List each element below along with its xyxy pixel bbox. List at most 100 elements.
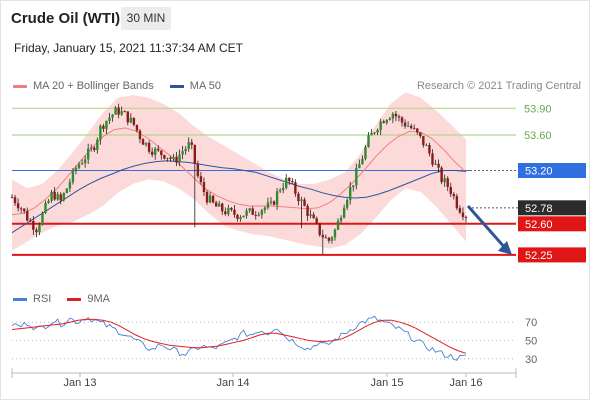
candle-body	[330, 237, 334, 241]
candle	[47, 199, 50, 204]
candle	[297, 191, 300, 206]
candle	[83, 155, 87, 168]
candle-body	[47, 200, 50, 203]
rsi-panel: 70 50 30	[11, 315, 537, 366]
candle-body	[449, 186, 452, 194]
candle	[26, 207, 29, 222]
candle	[56, 191, 59, 201]
candle	[199, 172, 203, 185]
candle	[464, 215, 468, 223]
candle	[163, 154, 166, 160]
candle-body	[96, 139, 99, 151]
candle	[208, 192, 212, 204]
candle-body	[303, 199, 306, 206]
candle-body	[358, 164, 361, 169]
candle	[193, 144, 197, 228]
rsi-line	[11, 315, 467, 361]
candle-body	[221, 203, 224, 212]
candle-body	[53, 191, 56, 200]
candle-body	[419, 132, 422, 137]
candle-body	[309, 214, 312, 216]
candle-body	[13, 197, 17, 204]
candle	[452, 192, 456, 200]
candle	[120, 106, 123, 116]
x-tick-label: Jan 14	[216, 377, 249, 389]
legend-label: MA 50	[189, 80, 221, 92]
candle-body	[281, 187, 285, 191]
candle-body	[144, 142, 148, 145]
candle	[345, 198, 349, 211]
candle-body	[184, 148, 187, 152]
candle-body	[117, 107, 120, 115]
candle-body	[406, 125, 410, 127]
candle	[306, 203, 309, 221]
candle-body	[382, 121, 385, 123]
candle-body	[123, 111, 126, 113]
candle-body	[211, 195, 215, 203]
legend-swatch	[13, 84, 27, 88]
candle-body	[413, 128, 416, 130]
candle-body	[242, 215, 245, 218]
candle	[29, 217, 32, 222]
candle	[16, 198, 20, 212]
candle	[397, 114, 401, 122]
candle-body	[260, 210, 264, 215]
candle-body	[50, 191, 53, 201]
candle-body	[306, 205, 309, 216]
candle-body	[74, 168, 78, 170]
candle-body	[196, 164, 200, 177]
candle-body	[175, 156, 178, 163]
candle-body	[35, 229, 38, 233]
candle	[90, 144, 93, 152]
candle	[59, 192, 62, 205]
candle	[278, 188, 282, 193]
candle	[428, 142, 431, 157]
candle	[71, 168, 75, 185]
candle-body	[71, 169, 75, 183]
candle-body	[38, 224, 41, 233]
candle-body	[193, 144, 197, 165]
candle-body	[288, 177, 291, 182]
candle	[160, 150, 163, 160]
candle	[111, 114, 114, 122]
candle-body	[19, 208, 23, 210]
candle	[409, 123, 413, 130]
candle	[236, 213, 239, 222]
candle-body	[425, 145, 428, 147]
rsi-level-label: 30	[525, 354, 537, 366]
candle	[172, 153, 175, 162]
candle-body	[86, 148, 90, 160]
candle	[10, 194, 14, 199]
candle	[126, 111, 129, 126]
candle	[135, 124, 139, 133]
bollinger-bands	[12, 92, 466, 251]
candle-body	[345, 199, 349, 208]
candle-body	[245, 210, 248, 216]
candle	[239, 215, 242, 222]
candle-body	[83, 159, 87, 164]
candle	[312, 212, 315, 219]
candle	[403, 119, 407, 129]
candle-body	[26, 211, 29, 221]
timeframe-badge[interactable]: 30 MIN	[121, 7, 171, 30]
candle-body	[93, 147, 96, 151]
candle-body	[62, 193, 65, 201]
legend-swatch	[169, 84, 184, 88]
forecast-arrow-head	[498, 240, 512, 255]
candle	[53, 186, 56, 201]
candle-body	[285, 177, 288, 188]
candle	[288, 177, 291, 185]
level-label-53.90: 53.90	[524, 103, 552, 115]
candle-body	[437, 163, 440, 168]
candle	[318, 222, 321, 237]
candle	[80, 159, 84, 165]
candle	[352, 185, 355, 192]
candle-body	[29, 220, 32, 222]
candle-body	[77, 164, 81, 169]
candle	[150, 147, 154, 158]
candle	[400, 116, 404, 127]
candle-body	[370, 132, 373, 136]
candle-body	[455, 196, 459, 209]
candle	[251, 206, 254, 216]
candle	[406, 121, 410, 127]
